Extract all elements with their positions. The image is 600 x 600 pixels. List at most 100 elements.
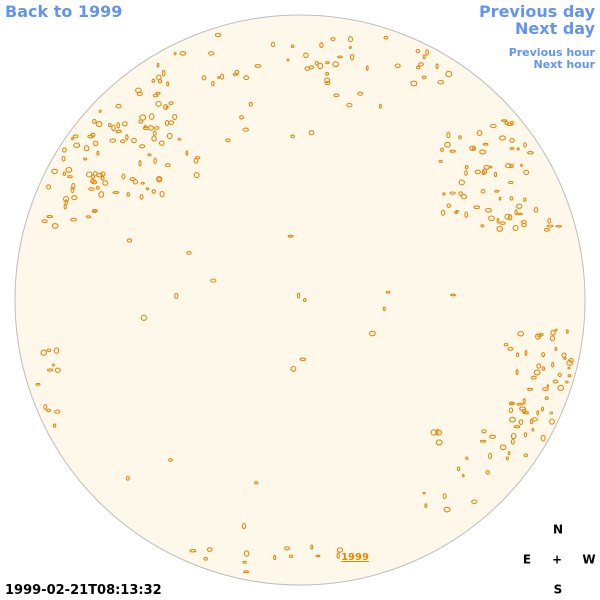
contour <box>153 126 160 130</box>
contour <box>517 330 525 337</box>
contour <box>439 147 445 152</box>
contour <box>563 356 567 360</box>
contour <box>325 61 330 65</box>
contour <box>35 382 41 386</box>
contour <box>83 145 90 152</box>
contour <box>425 49 429 56</box>
contour <box>446 131 451 139</box>
contour <box>567 374 572 378</box>
contour <box>524 350 528 356</box>
contour <box>464 170 468 176</box>
contour <box>515 352 520 358</box>
contour <box>203 556 209 561</box>
contour <box>54 367 61 373</box>
contour <box>529 418 534 425</box>
contour <box>464 165 469 170</box>
contour <box>52 423 57 428</box>
contour <box>507 346 514 351</box>
next-day-link[interactable]: Next day <box>515 19 596 38</box>
contour <box>520 163 523 167</box>
contour <box>140 314 148 321</box>
contour <box>523 432 528 438</box>
timestamp: 1999-02-21T08:13:32 <box>5 583 162 598</box>
contour <box>254 63 262 68</box>
contour <box>509 163 514 169</box>
previous-day-link[interactable]: Previous day <box>479 2 596 21</box>
contour <box>219 73 225 80</box>
contour <box>248 101 253 107</box>
contour <box>424 503 428 508</box>
contour <box>174 292 179 300</box>
contour <box>70 186 75 194</box>
contour <box>324 81 331 86</box>
contour <box>471 499 478 504</box>
contour <box>522 398 526 405</box>
contour <box>527 151 534 155</box>
contour <box>206 547 213 552</box>
contour <box>317 62 324 70</box>
contour <box>546 224 554 228</box>
contour <box>450 293 456 297</box>
contour <box>147 153 152 157</box>
contour <box>102 180 109 186</box>
contour <box>551 361 555 368</box>
contour <box>125 134 129 141</box>
contour <box>521 222 527 228</box>
contour <box>555 224 563 228</box>
back-link[interactable]: Back to 1999 <box>5 2 122 21</box>
contour <box>567 366 571 370</box>
contour <box>156 62 160 68</box>
contour <box>458 135 462 140</box>
contour <box>530 375 537 380</box>
contour <box>514 209 518 216</box>
contour <box>519 406 527 411</box>
contour <box>98 191 105 198</box>
contour <box>153 157 157 164</box>
previous-hour-link[interactable]: Previous hour <box>509 46 596 59</box>
contour <box>337 55 343 59</box>
contour <box>482 142 489 146</box>
contour <box>333 93 340 98</box>
contour <box>121 173 126 180</box>
contour <box>442 192 446 196</box>
contour <box>115 103 122 109</box>
contour <box>508 180 514 185</box>
contour <box>201 75 207 81</box>
year-link[interactable]: 1999 <box>341 552 369 563</box>
contour <box>346 102 353 108</box>
contour <box>273 554 277 561</box>
contour <box>325 71 330 76</box>
contour <box>499 444 507 451</box>
contour <box>415 48 421 54</box>
contour <box>435 439 443 446</box>
contour <box>177 137 182 141</box>
contour <box>347 36 354 43</box>
contour <box>217 76 220 79</box>
contour <box>95 185 100 190</box>
contour <box>480 189 486 194</box>
contour <box>51 223 59 229</box>
contour <box>41 219 48 224</box>
contour <box>63 204 67 210</box>
contour <box>549 411 554 415</box>
contour <box>142 126 150 131</box>
contour <box>489 165 493 169</box>
contour <box>505 456 509 461</box>
contour <box>225 138 231 143</box>
contour <box>290 44 295 48</box>
contour <box>461 473 465 478</box>
contour <box>330 37 336 42</box>
contour <box>46 215 54 219</box>
contour <box>324 77 331 84</box>
contour <box>139 194 144 200</box>
contour <box>85 215 92 219</box>
contour <box>138 159 142 167</box>
contour <box>365 65 369 71</box>
contour <box>70 137 74 141</box>
contour <box>488 434 497 439</box>
contour <box>422 491 426 495</box>
compass-center: + <box>552 553 562 567</box>
contour <box>460 194 468 200</box>
contour <box>46 408 52 413</box>
next-hour-link[interactable]: Next hour <box>534 58 596 71</box>
